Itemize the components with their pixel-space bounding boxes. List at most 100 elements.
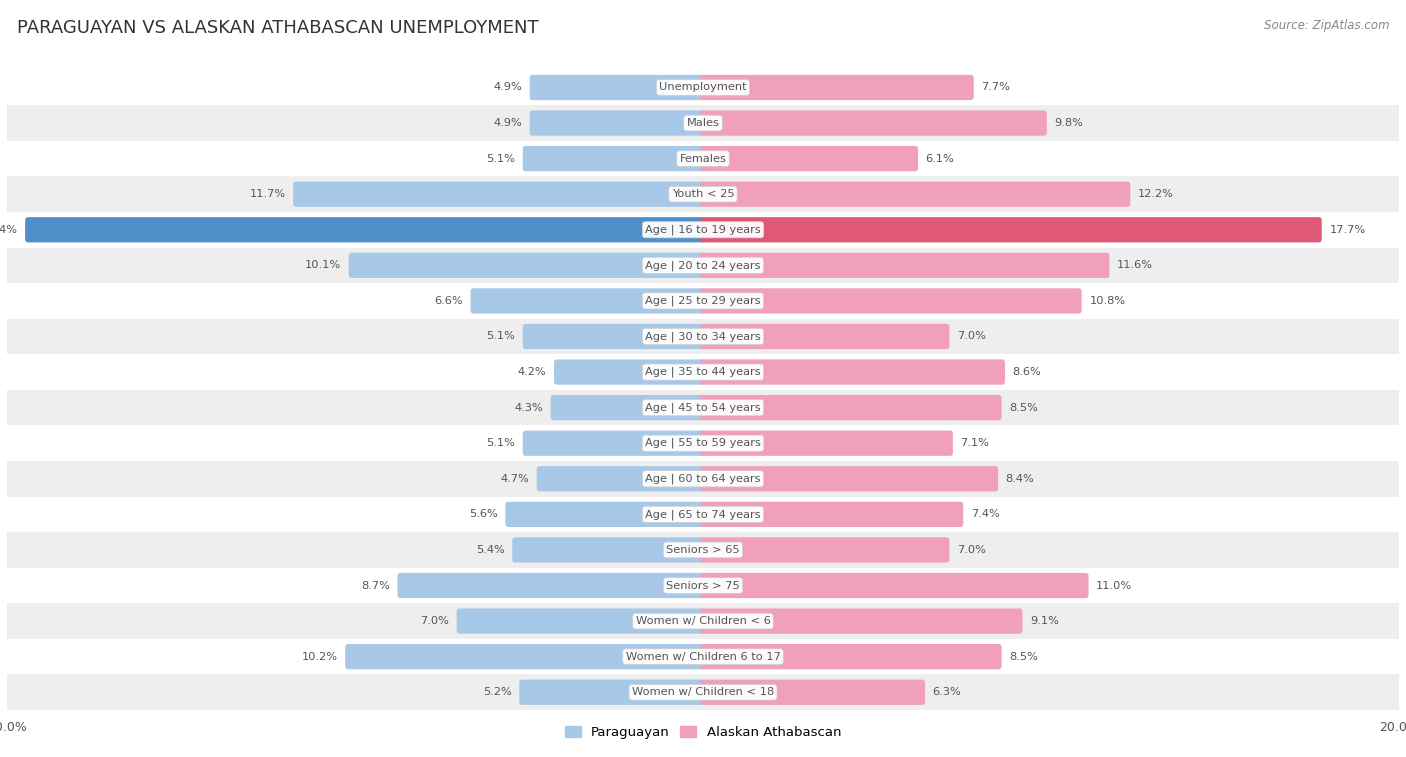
Text: 5.2%: 5.2%: [482, 687, 512, 697]
Text: Age | 65 to 74 years: Age | 65 to 74 years: [645, 509, 761, 519]
Bar: [7, 319, 1399, 354]
Text: Women w/ Children < 6: Women w/ Children < 6: [636, 616, 770, 626]
FancyBboxPatch shape: [700, 288, 1081, 313]
Text: 11.6%: 11.6%: [1118, 260, 1153, 270]
Text: Unemployment: Unemployment: [659, 83, 747, 92]
FancyBboxPatch shape: [523, 324, 706, 349]
FancyBboxPatch shape: [700, 324, 949, 349]
Text: 8.5%: 8.5%: [1010, 652, 1038, 662]
Legend: Paraguayan, Alaskan Athabascan: Paraguayan, Alaskan Athabascan: [560, 721, 846, 745]
Text: 7.0%: 7.0%: [420, 616, 449, 626]
Bar: [7, 461, 1399, 497]
Text: Age | 16 to 19 years: Age | 16 to 19 years: [645, 225, 761, 235]
Text: Age | 55 to 59 years: Age | 55 to 59 years: [645, 438, 761, 448]
Bar: [7, 176, 1399, 212]
Text: 12.2%: 12.2%: [1137, 189, 1174, 199]
Bar: [7, 105, 1399, 141]
Text: Youth < 25: Youth < 25: [672, 189, 734, 199]
FancyBboxPatch shape: [551, 395, 706, 420]
Bar: [7, 354, 1399, 390]
Text: 8.5%: 8.5%: [1010, 403, 1038, 413]
Text: 10.1%: 10.1%: [305, 260, 342, 270]
FancyBboxPatch shape: [457, 609, 706, 634]
Bar: [7, 390, 1399, 425]
FancyBboxPatch shape: [700, 182, 1130, 207]
Text: Age | 25 to 29 years: Age | 25 to 29 years: [645, 296, 761, 306]
Bar: [7, 603, 1399, 639]
Text: Age | 60 to 64 years: Age | 60 to 64 years: [645, 474, 761, 484]
Text: 11.0%: 11.0%: [1097, 581, 1132, 590]
Text: 7.0%: 7.0%: [957, 332, 986, 341]
FancyBboxPatch shape: [25, 217, 706, 242]
Text: 4.9%: 4.9%: [494, 118, 522, 128]
Bar: [7, 70, 1399, 105]
Text: 5.4%: 5.4%: [475, 545, 505, 555]
FancyBboxPatch shape: [537, 466, 706, 491]
Text: 8.6%: 8.6%: [1012, 367, 1042, 377]
FancyBboxPatch shape: [554, 360, 706, 385]
Text: 17.7%: 17.7%: [1330, 225, 1365, 235]
Text: Age | 30 to 34 years: Age | 30 to 34 years: [645, 332, 761, 341]
Bar: [7, 425, 1399, 461]
Text: Source: ZipAtlas.com: Source: ZipAtlas.com: [1264, 19, 1389, 32]
Text: Males: Males: [686, 118, 720, 128]
Text: 19.4%: 19.4%: [0, 225, 17, 235]
Text: 7.7%: 7.7%: [981, 83, 1011, 92]
Text: 7.4%: 7.4%: [972, 509, 1000, 519]
FancyBboxPatch shape: [700, 253, 1109, 278]
FancyBboxPatch shape: [523, 431, 706, 456]
Text: 9.8%: 9.8%: [1054, 118, 1084, 128]
Bar: [7, 532, 1399, 568]
FancyBboxPatch shape: [530, 111, 706, 136]
FancyBboxPatch shape: [700, 466, 998, 491]
Text: 6.3%: 6.3%: [932, 687, 962, 697]
Text: 6.6%: 6.6%: [434, 296, 463, 306]
Text: 4.9%: 4.9%: [494, 83, 522, 92]
Text: 5.1%: 5.1%: [486, 438, 515, 448]
FancyBboxPatch shape: [700, 644, 1001, 669]
Text: Age | 20 to 24 years: Age | 20 to 24 years: [645, 260, 761, 270]
Text: 9.1%: 9.1%: [1031, 616, 1059, 626]
FancyBboxPatch shape: [530, 75, 706, 100]
Text: 4.7%: 4.7%: [501, 474, 529, 484]
FancyBboxPatch shape: [700, 395, 1001, 420]
Text: 8.4%: 8.4%: [1005, 474, 1035, 484]
FancyBboxPatch shape: [700, 502, 963, 527]
Text: 11.7%: 11.7%: [249, 189, 285, 199]
FancyBboxPatch shape: [700, 680, 925, 705]
Bar: [7, 212, 1399, 248]
Bar: [7, 674, 1399, 710]
FancyBboxPatch shape: [700, 360, 1005, 385]
Text: Women w/ Children < 18: Women w/ Children < 18: [631, 687, 775, 697]
FancyBboxPatch shape: [700, 431, 953, 456]
Bar: [7, 568, 1399, 603]
Text: 8.7%: 8.7%: [361, 581, 389, 590]
FancyBboxPatch shape: [700, 146, 918, 171]
Text: Age | 35 to 44 years: Age | 35 to 44 years: [645, 367, 761, 377]
FancyBboxPatch shape: [700, 111, 1047, 136]
Bar: [7, 639, 1399, 674]
Text: 10.8%: 10.8%: [1090, 296, 1125, 306]
FancyBboxPatch shape: [346, 644, 706, 669]
Bar: [7, 283, 1399, 319]
Text: 5.1%: 5.1%: [486, 332, 515, 341]
FancyBboxPatch shape: [700, 609, 1022, 634]
Text: Women w/ Children 6 to 17: Women w/ Children 6 to 17: [626, 652, 780, 662]
FancyBboxPatch shape: [398, 573, 706, 598]
FancyBboxPatch shape: [700, 75, 974, 100]
Text: 5.1%: 5.1%: [486, 154, 515, 164]
FancyBboxPatch shape: [292, 182, 706, 207]
FancyBboxPatch shape: [700, 537, 949, 562]
Text: Age | 45 to 54 years: Age | 45 to 54 years: [645, 403, 761, 413]
FancyBboxPatch shape: [700, 573, 1088, 598]
FancyBboxPatch shape: [512, 537, 706, 562]
Text: Seniors > 75: Seniors > 75: [666, 581, 740, 590]
Text: 4.3%: 4.3%: [515, 403, 543, 413]
Text: 6.1%: 6.1%: [925, 154, 955, 164]
Text: 4.2%: 4.2%: [517, 367, 547, 377]
FancyBboxPatch shape: [523, 146, 706, 171]
FancyBboxPatch shape: [519, 680, 706, 705]
Bar: [7, 248, 1399, 283]
FancyBboxPatch shape: [349, 253, 706, 278]
Text: 7.0%: 7.0%: [957, 545, 986, 555]
